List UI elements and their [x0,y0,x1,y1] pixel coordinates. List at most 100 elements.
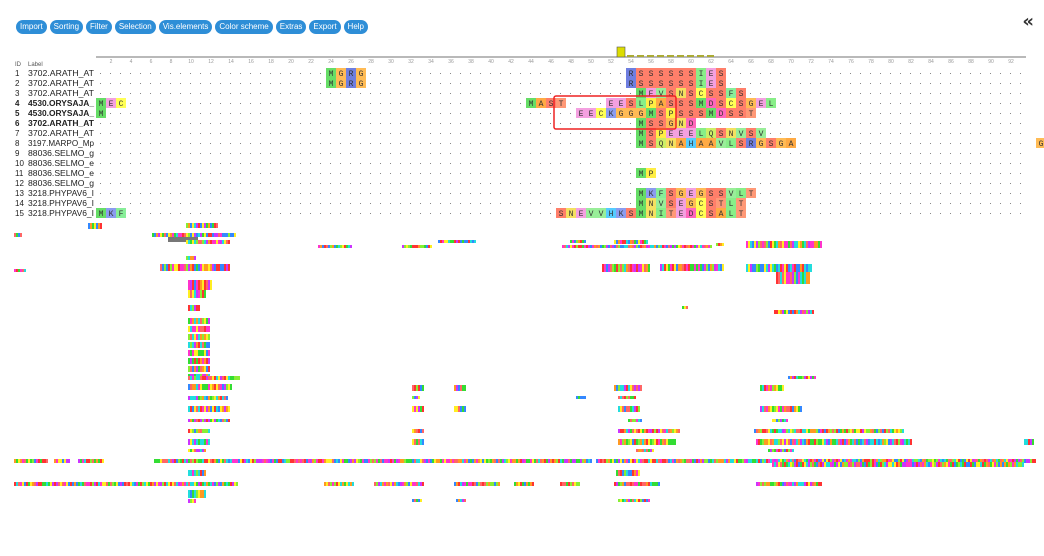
residue-cell[interactable] [706,68,716,78]
residue-cell[interactable] [756,128,766,138]
residue-cell[interactable] [636,78,646,88]
residue-cell[interactable] [706,208,716,218]
residue-cell[interactable] [626,78,636,88]
sequence-label[interactable]: 88036.SELMO_e [28,169,95,178]
residue-cell[interactable] [666,78,676,88]
residue-cell[interactable] [636,68,646,78]
residue-cell[interactable] [646,88,656,98]
residue-cell[interactable] [696,128,706,138]
residue-cell[interactable] [566,208,576,218]
residue-cell[interactable] [686,118,696,128]
overview-viewport[interactable] [168,233,198,242]
residue-cell[interactable] [736,188,746,198]
residue-cell[interactable] [686,128,696,138]
table-row[interactable]: 15 3218.PHYPAV6_I M K F S N E V V H K S M N I T E D C S A L T [15,208,1021,219]
residue-cell[interactable] [586,108,596,118]
residue-cell[interactable] [726,198,736,208]
sorting-button[interactable]: Sorting [49,20,84,34]
residue-cell[interactable] [686,198,696,208]
residue-cell[interactable] [706,188,716,198]
residue-cell[interactable] [746,98,756,108]
residue-cell[interactable] [676,198,686,208]
residue-cell[interactable] [656,208,666,218]
color-scheme-button[interactable]: Color scheme [215,20,273,34]
residue-cell[interactable] [716,108,726,118]
sequence-label[interactable]: 3218.PHYPAV6_I [28,199,94,208]
table-row[interactable]: 7 3702.ARATH_AT M S P E E E L Q S N V S V [15,128,1021,139]
residue-cell[interactable] [736,208,746,218]
sequence-label[interactable]: 88036.SELMO_g [28,179,94,188]
residue-cell[interactable] [666,118,676,128]
residue-cell[interactable] [636,118,646,128]
sequence-label[interactable]: 3702.ARATH_AT [28,69,94,78]
residue-cell[interactable] [636,188,646,198]
residue-cell[interactable] [656,118,666,128]
import-button[interactable]: Import [16,20,47,34]
residue-cell[interactable] [626,108,636,118]
residue-cell[interactable] [766,98,776,108]
residue-cell[interactable] [746,108,756,118]
table-row[interactable]: 5 4530.ORYSAJA_ M E E C K G G G M S P S S S M D S S T [15,108,1021,119]
residue-cell[interactable] [696,198,706,208]
residue-cell[interactable] [786,138,796,148]
residue-cell[interactable] [526,98,536,108]
residue-cell[interactable] [656,108,666,118]
residue-cell[interactable] [736,88,746,98]
residue-cell[interactable] [686,208,696,218]
residue-cell[interactable] [726,138,736,148]
residue-cell[interactable] [716,208,726,218]
residue-cell[interactable] [666,128,676,138]
residue-cell[interactable] [706,88,716,98]
residue-cell[interactable] [726,188,736,198]
residue-cell[interactable] [656,198,666,208]
residue-cell[interactable] [676,98,686,108]
residue-cell[interactable] [676,118,686,128]
sequence-label[interactable]: 3702.ARATH_AT [28,129,94,138]
residue-cell[interactable] [646,98,656,108]
help-button[interactable]: Help [343,20,368,34]
consensus-marker[interactable] [616,46,626,58]
residue-cell[interactable] [736,138,746,148]
residue-cell[interactable] [606,208,616,218]
selection-button[interactable]: Selection [114,20,156,34]
residue-cell[interactable] [116,208,126,218]
residue-cell[interactable] [636,88,646,98]
residue-cell[interactable] [736,98,746,108]
residue-cell[interactable] [626,98,636,108]
residue-cell[interactable] [686,98,696,108]
residue-cell[interactable] [716,128,726,138]
table-row[interactable]: 2 3702.ARATH_AT M G R G R S S S S S S I E S [15,78,1021,89]
extras-button[interactable]: Extras [275,20,307,34]
residue-cell[interactable] [686,108,696,118]
sequence-label[interactable]: 4530.ORYSAJA_ [28,99,95,108]
sequence-label[interactable]: 4530.ORYSAJA_ [28,109,95,118]
sequence-label[interactable]: 3702.ARATH_AT [28,89,94,98]
residue-cell[interactable] [666,208,676,218]
residue-cell[interactable] [706,128,716,138]
sequence-label[interactable]: 3218.PHYPAV6_I [28,189,94,198]
residue-cell[interactable] [96,108,106,118]
residue-cell[interactable] [116,98,126,108]
export-button[interactable]: Export [309,20,341,34]
residue-cell[interactable] [656,188,666,198]
residue-cell[interactable] [646,188,656,198]
residue-cell[interactable] [716,188,726,198]
residue-cell[interactable] [96,98,106,108]
residue-cell[interactable] [346,78,356,88]
residue-cell[interactable] [746,128,756,138]
residue-cell[interactable] [656,88,666,98]
residue-cell[interactable] [726,208,736,218]
table-row[interactable]: 1 3702.ARATH_AT M G R G R S S S S S S I E S [15,68,1021,79]
table-row[interactable]: 10 88036.SELMO_e [15,159,1021,168]
residue-cell[interactable] [676,78,686,88]
residue-cell[interactable] [596,108,606,118]
residue-cell[interactable] [536,98,546,108]
residue-cell[interactable] [716,198,726,208]
residue-cell[interactable] [706,98,716,108]
residue-cell[interactable] [716,138,726,148]
residue-cell[interactable] [326,78,336,88]
residue-cell[interactable] [1036,138,1044,148]
residue-cell[interactable] [356,68,366,78]
residue-cell[interactable] [736,198,746,208]
